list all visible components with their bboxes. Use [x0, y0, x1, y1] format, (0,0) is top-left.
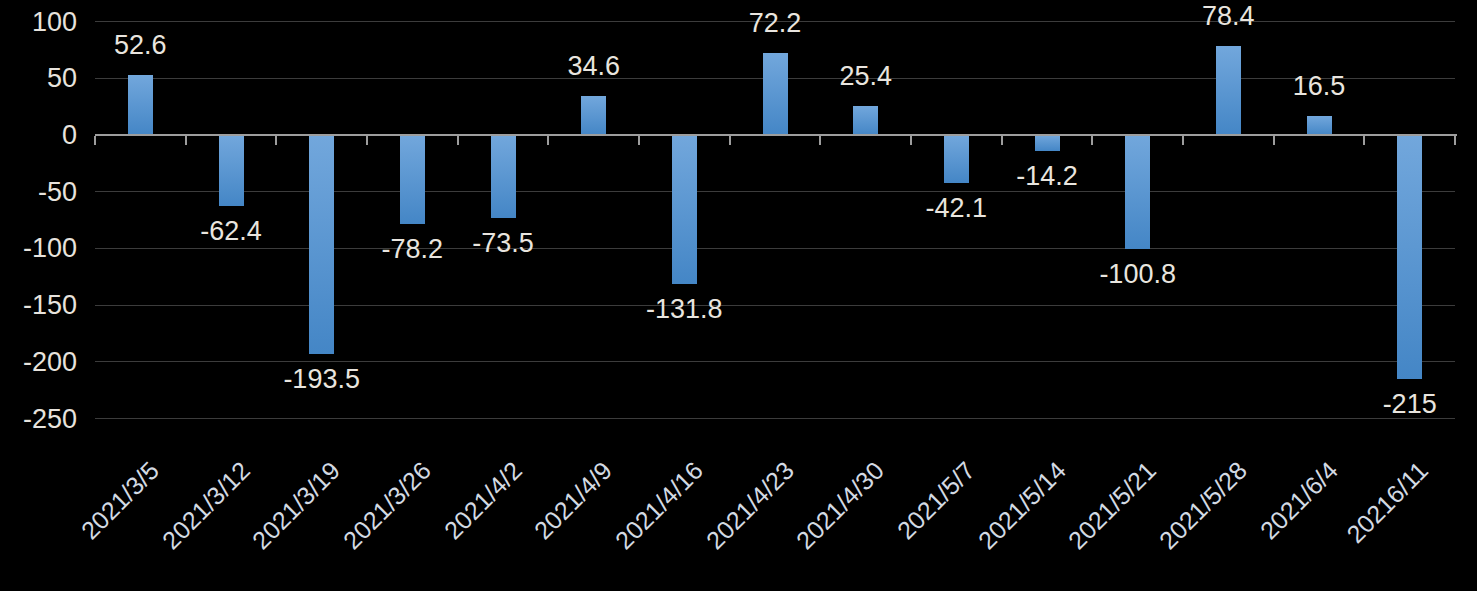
bar — [763, 53, 788, 135]
bar-chart: 100 50 0 -50 -100 -150 -200 -250 52.6 -62.4 -193.5… — [0, 0, 1477, 591]
axis-tick — [275, 136, 277, 145]
value-label: -131.8 — [614, 294, 754, 324]
x-axis-label: 2021/4/23 — [700, 456, 798, 554]
value-label: 72.2 — [705, 8, 845, 38]
value-label: 25.4 — [796, 61, 936, 91]
value-label: -193.5 — [252, 364, 392, 394]
axis-tick — [819, 136, 821, 145]
bar — [128, 75, 153, 135]
bar — [309, 135, 334, 354]
bar — [219, 135, 244, 206]
value-label: -62.4 — [161, 216, 301, 246]
axis-tick — [1091, 136, 1093, 145]
x-axis-label: 2021/4/9 — [529, 456, 618, 545]
y-axis-tick-label: -100 — [0, 233, 77, 263]
value-label: -73.5 — [433, 228, 573, 258]
x-axis-label: 2021/4/30 — [791, 456, 889, 554]
x-axis-label: 2021/3/26 — [338, 456, 436, 554]
axis-tick — [547, 136, 549, 145]
gridline — [95, 361, 1455, 362]
value-label: 34.6 — [524, 51, 664, 81]
x-axis-label: 2021/4/2 — [438, 456, 527, 545]
axis-tick — [729, 136, 731, 145]
axis-tick — [457, 136, 459, 145]
value-label: -100.8 — [1068, 259, 1208, 289]
y-axis-tick-label: -50 — [0, 177, 77, 207]
x-axis-label: 2021/5/14 — [972, 456, 1070, 554]
y-axis-tick-label: 100 — [0, 7, 77, 37]
bar — [944, 135, 969, 183]
bar — [400, 135, 425, 224]
axis-tick — [94, 136, 96, 145]
value-label: 78.4 — [1158, 1, 1298, 31]
axis-tick — [1273, 136, 1275, 145]
x-axis-label: 2021/3/12 — [156, 456, 254, 554]
axis-tick — [366, 136, 368, 145]
x-axis-label: 2021/3/5 — [76, 456, 165, 545]
axis-tick — [1454, 136, 1456, 145]
gridline — [95, 305, 1455, 306]
x-axis-label: 2021/5/21 — [1063, 456, 1161, 554]
x-axis-label: 20216/11 — [1341, 456, 1433, 548]
x-axis-label: 2021/6/4 — [1254, 456, 1343, 545]
gridline — [95, 191, 1455, 192]
x-axis-line — [95, 134, 1457, 136]
value-label: -14.2 — [977, 161, 1117, 191]
axis-tick — [185, 136, 187, 145]
bar — [672, 135, 697, 284]
value-label: -215 — [1340, 389, 1477, 419]
y-axis-tick-label: 0 — [0, 120, 77, 150]
axis-tick — [1363, 136, 1365, 145]
value-label: -42.1 — [886, 193, 1026, 223]
y-axis-tick-label: -200 — [0, 347, 77, 377]
x-axis-label: 2021/5/28 — [1154, 456, 1252, 554]
value-label: 52.6 — [70, 30, 210, 60]
bar — [491, 135, 516, 218]
y-axis-tick-label: -250 — [0, 404, 77, 434]
bar — [1035, 135, 1060, 151]
axis-tick — [910, 136, 912, 145]
bar — [1125, 135, 1150, 249]
axis-tick — [1182, 136, 1184, 145]
bar — [1216, 46, 1241, 135]
bar — [1307, 116, 1332, 135]
axis-tick — [638, 136, 640, 145]
y-axis-tick-label: 50 — [0, 63, 77, 93]
x-axis-label: 2021/4/16 — [610, 456, 708, 554]
value-label: 16.5 — [1249, 71, 1389, 101]
y-axis-tick-label: -150 — [0, 290, 77, 320]
axis-tick — [1001, 136, 1003, 145]
x-axis-label: 2021/3/19 — [247, 456, 345, 554]
gridline — [95, 418, 1455, 419]
gridline — [95, 248, 1455, 249]
x-axis-label: 2021/5/7 — [892, 456, 981, 545]
bar — [853, 106, 878, 135]
bar — [1397, 135, 1422, 379]
bar — [581, 96, 606, 135]
